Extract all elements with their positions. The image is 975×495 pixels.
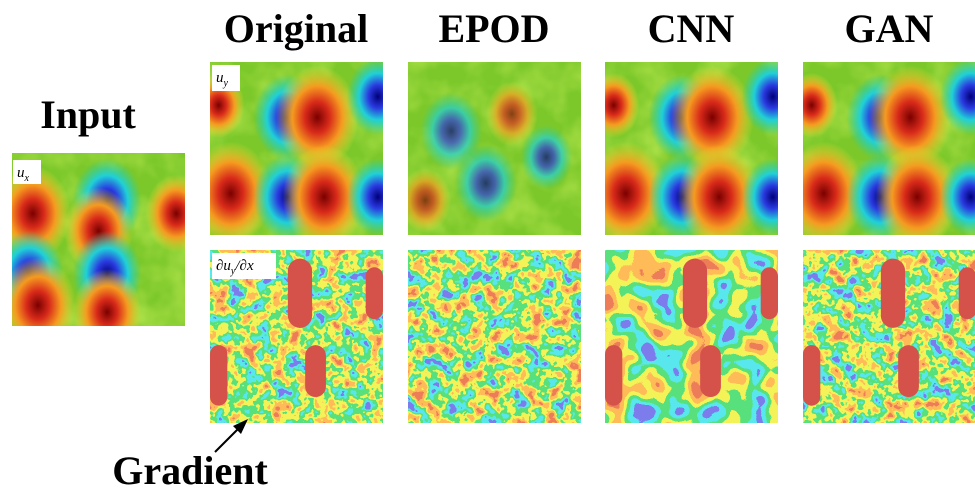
row-label: uy [212, 65, 240, 91]
streak [210, 345, 227, 406]
label-sub: y [223, 78, 229, 89]
vortex [347, 58, 409, 136]
field-panel [782, 58, 975, 249]
field-panel [408, 250, 581, 423]
streak [605, 345, 622, 406]
field-panel [803, 250, 975, 423]
row-label: ∂uy/∂x [212, 253, 276, 279]
column-title: EPOD [438, 6, 549, 51]
streak [881, 259, 905, 328]
vortex [399, 168, 451, 233]
input-title: Input [40, 92, 136, 137]
streak [803, 345, 820, 406]
vortex [73, 269, 142, 356]
field-panel [605, 250, 778, 423]
streak [683, 259, 707, 328]
field-noise [408, 250, 581, 423]
annotation: Gradient [112, 448, 268, 493]
panels [0, 58, 975, 423]
vortex [786, 73, 838, 138]
column-title: CNN [648, 6, 735, 51]
streak [700, 345, 721, 397]
streak [305, 345, 326, 397]
input-label: ux [13, 160, 41, 184]
streak [288, 259, 312, 328]
streak [761, 267, 778, 319]
streak [898, 345, 919, 397]
vortex [347, 158, 409, 236]
field [782, 58, 975, 249]
field [803, 250, 975, 423]
column-title: Original [224, 6, 368, 51]
field [584, 58, 804, 249]
field [408, 250, 581, 423]
label-main: u [17, 165, 25, 181]
vortex [588, 73, 640, 138]
field [605, 250, 778, 423]
streak [959, 267, 975, 319]
figure: Input Original EPOD CNN GAN Gradient ux … [0, 0, 975, 495]
label-sub: x [24, 173, 30, 184]
field-panel [399, 62, 581, 235]
vortex [0, 258, 76, 353]
streak [366, 267, 383, 319]
vortex [742, 58, 804, 136]
field-panel [584, 58, 804, 249]
vortex [742, 158, 804, 236]
vortex [455, 144, 517, 222]
label-main: u [216, 70, 224, 86]
label-rest: /∂x [234, 258, 254, 274]
label-main: ∂u [216, 258, 231, 274]
vortex [520, 125, 572, 190]
field [399, 62, 581, 235]
column-title: GAN [845, 6, 934, 51]
vortex [145, 175, 207, 253]
